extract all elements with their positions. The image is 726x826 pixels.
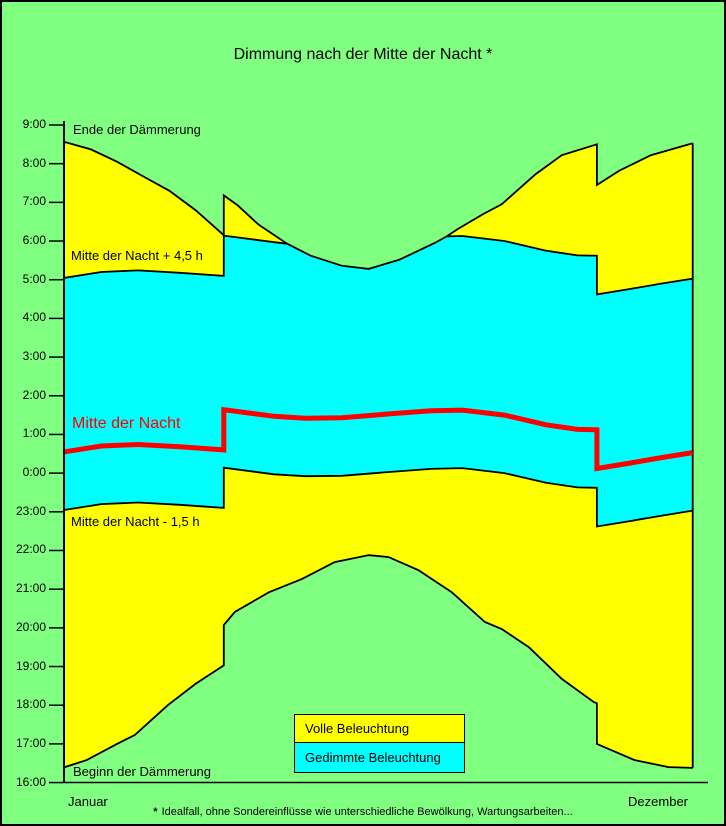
y-tick-label: 0:00: [22, 465, 46, 480]
footnote-text: Idealfall, ohne Sondereinflüsse wie unte…: [161, 806, 573, 818]
y-tick-label: 9:00: [22, 117, 46, 131]
y-tick-label: 7:00: [22, 194, 46, 209]
label-beginn-daemmerung: Beginn der Dämmerung: [73, 764, 212, 779]
label-mitte-minus: Mitte der Nacht - 1,5 h: [71, 514, 200, 529]
mitte-plus-curve-autumn: [446, 235, 693, 296]
label-mitte-der-nacht: Mitte der Nacht: [72, 415, 181, 432]
y-tick-label: 2:00: [22, 387, 46, 402]
footnote: * Idealfall, ohne Sondereinflüsse wie unt…: [2, 806, 724, 818]
legend-item-full-lighting: Volle Beleuchtung: [294, 714, 465, 743]
y-tick-label: 1:00: [22, 426, 46, 441]
ende-daemmerung-curve: [64, 141, 693, 270]
legend: Volle Beleuchtung Gedimmte Beleuchtung: [294, 714, 465, 773]
y-tick-label: 16:00: [15, 774, 46, 789]
y-tick-label: 18:00: [15, 697, 46, 712]
y-tick-label: 17:00: [15, 735, 46, 750]
sky-mask: [64, 117, 693, 269]
mitte-minus-curve: [64, 466, 693, 528]
y-tick-label: 4:00: [22, 310, 46, 325]
y-tick-label: 19:00: [15, 658, 46, 673]
chart-title: Dimmung nach der Mitte der Nacht *: [233, 46, 493, 63]
beginn-daemmerung-curve: [64, 554, 693, 769]
label-ende-daemmerung: Ende der Dämmerung: [73, 122, 201, 137]
dimmed-lighting-area: [64, 235, 693, 527]
y-tick-label: 20:00: [15, 619, 46, 634]
legend-label-full-lighting: Volle Beleuchtung: [305, 721, 410, 736]
footnote-star: *: [153, 806, 158, 818]
y-tick-label: 21:00: [15, 581, 46, 596]
full-lighting-area-upper-autumn: [446, 143, 693, 295]
y-tick-label: 6:00: [22, 233, 46, 248]
mitte-plus-curve-spring: [64, 234, 288, 279]
legend-item-dimmed-lighting: Gedimmte Beleuchtung: [294, 742, 465, 773]
legend-label-dimmed-lighting: Gedimmte Beleuchtung: [305, 750, 441, 765]
y-tick-label: 23:00: [15, 503, 46, 518]
x-axis-label-januar: Januar: [68, 794, 108, 809]
y-tick-label: 22:00: [15, 542, 46, 557]
y-tick-label: 8:00: [22, 155, 46, 170]
x-axis-label-dezember: Dezember: [628, 794, 688, 809]
y-tick-label: 3:00: [22, 349, 46, 364]
full-lighting-area-upper-spring: [64, 142, 288, 278]
y-tick-label: 5:00: [22, 271, 46, 286]
label-mitte-plus: Mitte der Nacht + 4,5 h: [71, 248, 203, 263]
full-lighting-area-lower: [64, 467, 693, 768]
mitte-der-nacht-line: [64, 406, 694, 472]
